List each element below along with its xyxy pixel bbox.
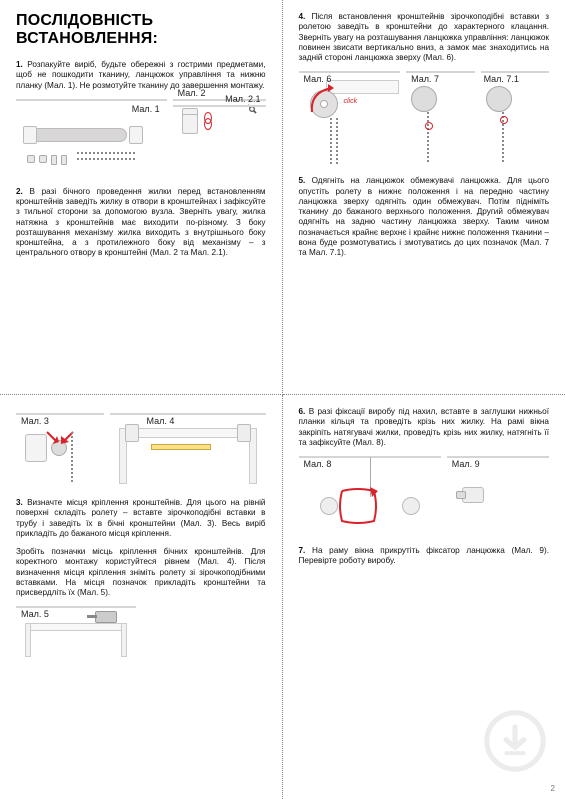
step-2-number: 2. [16,187,23,196]
fig-7-label: Мал. 7 [411,74,439,84]
quadrant-top-left: Послідовність встановлення: 1. Розпакуйт… [0,0,283,395]
step-4-text: 4. Після встановлення кронштейнів зірочк… [299,12,550,63]
fig-21-label: Мал. 2.1 [225,94,260,104]
figure-7: Мал. 7 [406,71,474,73]
figure-row-4: Мал. 8 Мал. 9 [299,456,550,536]
step-4-number: 4. [299,12,306,21]
step-3-number: 3. [16,498,23,507]
fig-4-label: Мал. 4 [147,416,175,426]
step-3b-text: Зробіть позначки місць кріплення бічних … [16,547,266,598]
page-title: Послідовність встановлення: [16,12,266,48]
fig-6-label: Мал. 6 [304,74,332,84]
watermark-icon [483,709,547,773]
figure-row-1: Мал. 1 Мал. 2 Мал. 2.1 [16,99,266,177]
figure-7-1: Мал. 7.1 [481,71,549,73]
figure-9: Мал. 9 [447,456,549,458]
page-number: 2 [551,784,555,793]
figure-row-2: click Мал. 6 Мал. 7 Мал. 7.1 [299,71,550,166]
figure-6: click Мал. 6 [299,71,401,73]
quadrant-top-right: 4. Після встановлення кронштейнів зірочк… [283,0,565,395]
step-2-text: 2. В разі бічного проведення жилки перед… [16,187,266,259]
step-5-number: 5. [299,176,306,185]
fig-9-label: Мал. 9 [452,459,480,469]
figure-5: Мал. 5 [16,606,136,608]
figure-1: Мал. 1 [16,99,167,101]
fig-8-label: Мал. 8 [304,459,332,469]
figure-row-3: Мал. 3 Мал. 4 [16,413,266,488]
figure-8: Мал. 8 [299,456,441,458]
fig-3-label: Мал. 3 [21,416,49,426]
step-5-text: 5. Одягніть на ланцюжок обмежувачі ланцю… [299,176,550,258]
figure-4: Мал. 4 [110,413,266,415]
quadrant-bottom-left: Мал. 3 Мал. 4 3. Визначте місця кріпленн… [0,395,283,799]
step-1-number: 1. [16,60,23,69]
step-6-text: 6. В разі фіксації виробу під нахил, вст… [299,407,550,448]
quadrant-bottom-right: 6. В разі фіксації виробу під нахил, вст… [283,395,565,799]
step-6-number: 6. [299,407,306,416]
step-1-text: 1. Розпакуйте виріб, будьте обережні з г… [16,60,266,91]
fig-71-label: Мал. 7.1 [484,74,519,84]
figure-row-5: Мал. 5 [16,606,266,661]
step-7-number: 7. [299,546,306,555]
fig-5-label: Мал. 5 [21,609,49,619]
figure-3: Мал. 3 [16,413,104,415]
figure-2-1: Мал. 2.1 [173,105,266,107]
step-7-text: 7. На раму вікна прикрутіть фіксатор лан… [299,546,550,567]
fig-2-label: Мал. 2 [178,88,206,98]
step-3a-text: 3. Визначте місця кріплення кронштейнів.… [16,498,266,539]
click-label: click [344,98,358,105]
fig-1-label: Мал. 1 [132,104,160,114]
